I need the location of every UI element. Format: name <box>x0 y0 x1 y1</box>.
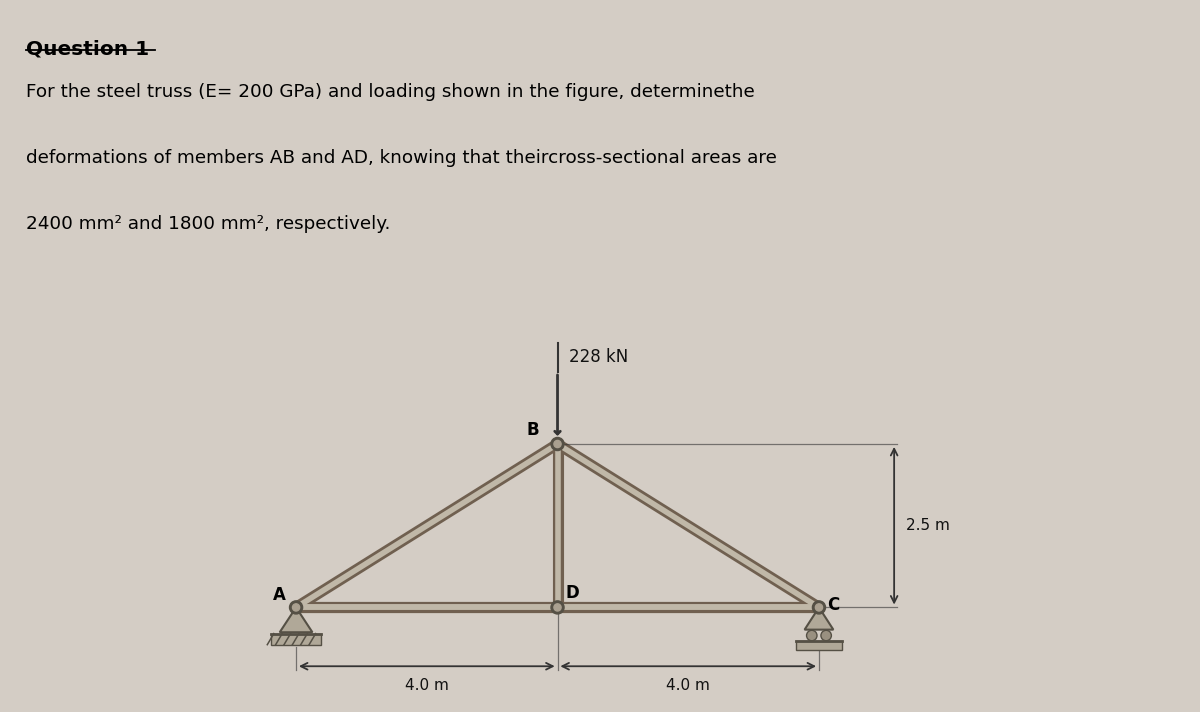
Text: 2.5 m: 2.5 m <box>906 518 949 533</box>
Polygon shape <box>804 607 833 629</box>
Polygon shape <box>280 607 312 632</box>
Text: A: A <box>274 586 286 604</box>
Circle shape <box>554 604 562 611</box>
Circle shape <box>551 437 564 451</box>
Circle shape <box>554 441 562 448</box>
Text: 4.0 m: 4.0 m <box>404 678 449 693</box>
Polygon shape <box>796 641 842 650</box>
Circle shape <box>806 630 817 641</box>
Text: B: B <box>527 421 539 439</box>
Text: deformations of members AB and AD, knowing that theircross-sectional areas are: deformations of members AB and AD, knowi… <box>26 149 776 167</box>
Text: 2400 mm² and 1800 mm², respectively.: 2400 mm² and 1800 mm², respectively. <box>26 215 390 233</box>
Circle shape <box>293 604 300 611</box>
Polygon shape <box>271 634 320 645</box>
Circle shape <box>812 601 826 614</box>
Circle shape <box>815 604 822 611</box>
Text: For the steel truss (E= 200 GPa) and loading shown in the figure, determinethe: For the steel truss (E= 200 GPa) and loa… <box>26 83 755 101</box>
Text: Question 1: Question 1 <box>26 39 149 58</box>
Text: 4.0 m: 4.0 m <box>666 678 710 693</box>
Text: C: C <box>828 597 840 614</box>
Circle shape <box>551 601 564 614</box>
Circle shape <box>821 630 832 641</box>
Text: 228 kN: 228 kN <box>569 347 629 365</box>
Text: D: D <box>565 584 580 602</box>
Circle shape <box>289 601 302 614</box>
